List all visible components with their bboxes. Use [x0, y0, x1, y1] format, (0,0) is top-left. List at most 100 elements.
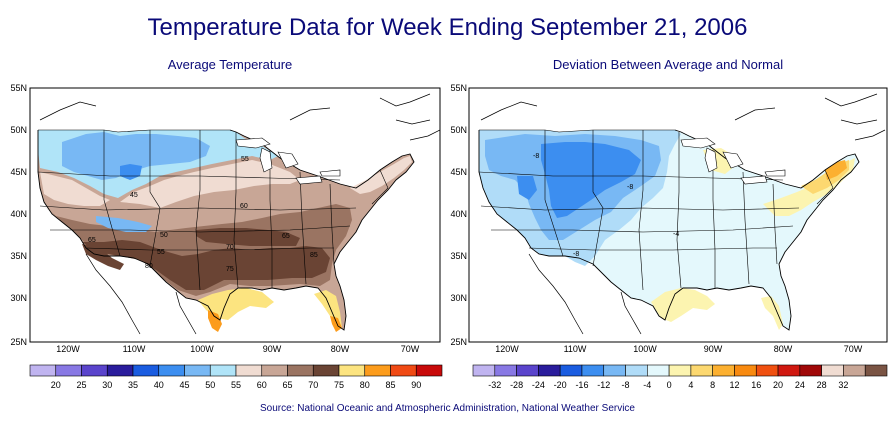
deviation-map: 55N 50N 45N 40N 35N 30N 25N 120W 110W 10… [450, 83, 888, 390]
lon-label: 80W [774, 344, 793, 354]
lat-label: 25N [10, 337, 27, 347]
legend-label: 4 [688, 380, 693, 390]
us-coastline [478, 129, 860, 331]
legend-swatch [81, 364, 108, 377]
lon-label: 90W [704, 344, 723, 354]
legend-label: 30 [102, 380, 112, 390]
contour-label: 65 [282, 233, 290, 240]
lat-axis: 55N 50N 45N 40N 35N 30N 25N [10, 83, 27, 347]
region-75-80 [82, 240, 330, 290]
legend-swatch [106, 364, 134, 377]
legend-swatch [415, 364, 443, 377]
lat-label: 50N [10, 125, 27, 135]
legend-label: -12 [597, 380, 610, 390]
contour-label: 45 [130, 192, 138, 199]
lat-label: 35N [10, 251, 27, 261]
legend-swatch [690, 364, 713, 377]
legend-label: -20 [554, 380, 567, 390]
legend-label: -28 [510, 380, 523, 390]
contour-label: 80 [145, 263, 153, 270]
lat-label: 45N [450, 167, 467, 177]
legend-swatch [132, 364, 160, 377]
contour-label: -4 [673, 231, 679, 238]
legend-label: 16 [751, 380, 761, 390]
contour-label: -8 [573, 251, 579, 258]
map-subtitle-average: Average Temperature [167, 57, 293, 72]
region-minus12-2 [517, 176, 537, 200]
lat-label: 25N [450, 337, 467, 347]
region-80-85-gulf [198, 288, 274, 320]
legend-label: -32 [488, 380, 501, 390]
contour-label: -8 [533, 153, 539, 160]
legend-swatch [158, 364, 185, 377]
legend-swatch [29, 364, 57, 377]
region-85-90-texas [208, 310, 222, 332]
region-plus12-ne [825, 160, 847, 180]
lon-axis: 120W 110W 100W 90W 80W 70W [56, 344, 420, 354]
legend-label: 85 [385, 380, 395, 390]
lat-label: 45N [10, 167, 27, 177]
legend-swatch [235, 364, 263, 377]
legend-swatch [559, 364, 583, 377]
region-60-65-ne [350, 156, 412, 194]
legend-label: 65 [282, 380, 292, 390]
legend-label: 20 [51, 380, 61, 390]
legend-swatch [494, 364, 517, 377]
legend-swatch [821, 364, 844, 377]
great-lakes [680, 137, 786, 185]
region-plus4-florida [761, 296, 783, 330]
legend-label: 25 [76, 380, 86, 390]
region-minus12 [541, 142, 641, 218]
legend-swatch [864, 364, 888, 377]
legend-swatch [287, 364, 314, 377]
legend-label: 80 [360, 380, 370, 390]
lat-axis: 55N 50N 45N 40N 35N 30N 25N [450, 83, 467, 347]
legend-swatch [55, 364, 82, 377]
legend-label: -8 [622, 380, 630, 390]
lon-label: 90W [263, 344, 282, 354]
lon-label: 110W [564, 344, 587, 354]
contour-label: 70 [226, 244, 234, 251]
legend-swatch [734, 364, 757, 377]
lon-label: 120W [56, 344, 80, 354]
region-85-90-florida [330, 316, 342, 332]
contour-label: 60 [240, 203, 248, 210]
lat-label: 55N [10, 83, 27, 93]
lat-label: 35N [450, 251, 467, 261]
legend-label: 12 [729, 380, 739, 390]
lat-label: 55N [450, 83, 467, 93]
contour-label: 65 [88, 237, 96, 244]
lon-label: 70W [844, 344, 863, 354]
mexico-outline [85, 253, 197, 335]
legend-label: 20 [773, 380, 783, 390]
legend-swatch [799, 364, 822, 377]
region-60-65 [120, 160, 300, 208]
legend-label: 24 [795, 380, 805, 390]
region-80-sw [82, 244, 124, 270]
legend-label: 55 [231, 380, 241, 390]
lat-label: 40N [450, 209, 467, 219]
deviation-legend: -32 -28 -24 -20 -16 -12 -8 -4 0 4 8 12 16 20 24 28 32 [472, 364, 888, 390]
legend-swatch [777, 364, 801, 377]
legend-label: -4 [643, 380, 651, 390]
legend-label: -16 [575, 380, 588, 390]
legend-swatch [184, 364, 211, 377]
us-coastline [37, 129, 415, 331]
contour-label: 55 [241, 156, 249, 163]
legend-label: 45 [179, 380, 189, 390]
legend-swatch [261, 364, 288, 377]
region-60-65-west [40, 172, 110, 206]
average-temperature-legend: 20 25 30 35 40 45 50 55 60 65 70 75 80 85 90 [29, 364, 443, 390]
legend-label: 40 [154, 380, 164, 390]
lon-label: 100W [190, 344, 214, 354]
lon-label: 110W [123, 344, 146, 354]
lon-label: 80W [331, 344, 350, 354]
lon-label: 100W [633, 344, 657, 354]
legend-swatch [516, 364, 539, 377]
legend-swatch [538, 364, 561, 377]
legend-swatch [390, 364, 417, 377]
lon-label: 70W [401, 344, 420, 354]
legend-label: 60 [257, 380, 267, 390]
contour-labels: 55 45 60 65 50 55 70 85 75 65 80 [88, 156, 318, 273]
legend-label: 28 [817, 380, 827, 390]
